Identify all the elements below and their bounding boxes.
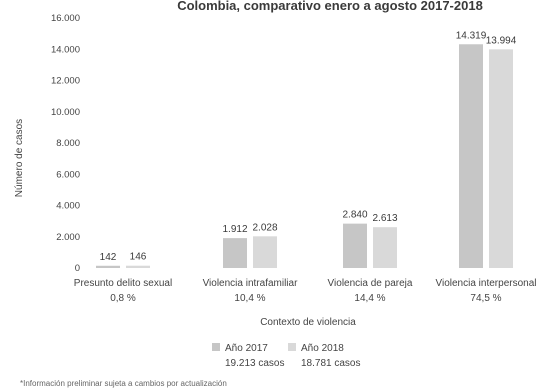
bar-2018 <box>489 49 513 268</box>
legend-total: 18.781 casos <box>301 358 361 369</box>
data-label: 14.319 <box>456 30 487 41</box>
data-label: 13.994 <box>486 35 517 46</box>
x-axis-label: Contexto de violencia <box>260 317 356 328</box>
bar-2018 <box>253 236 277 268</box>
legend-total: 19.213 casos <box>225 358 285 369</box>
chart-title: Colombia, comparativo enero a agosto 201… <box>177 0 483 13</box>
y-tick-label: 0 <box>75 263 80 274</box>
category-label: Violencia interpersonal <box>436 278 537 289</box>
bar-2017 <box>96 265 120 268</box>
y-tick-label: 8.000 <box>56 138 80 149</box>
category-percent: 0,8 % <box>110 293 136 304</box>
y-tick-label: 4.000 <box>56 201 80 212</box>
bar-2018 <box>373 227 397 268</box>
y-tick-label: 2.000 <box>56 232 80 243</box>
data-label: 2.840 <box>342 210 367 221</box>
category-label: Violencia de pareja <box>328 278 413 289</box>
category-label: Violencia intrafamiliar <box>203 278 299 289</box>
category-label: Presunto delito sexual <box>74 278 172 289</box>
data-label: 2.028 <box>252 222 277 233</box>
y-tick-label: 12.000 <box>51 76 80 87</box>
data-label: 142 <box>100 252 117 263</box>
legend-swatch <box>212 343 220 351</box>
bar-2017 <box>343 223 367 268</box>
legend-swatch <box>288 343 296 351</box>
legend-label: Año 2018 <box>301 343 344 354</box>
legend-label: Año 2017 <box>225 343 268 354</box>
footnote: *Información preliminar sujeta a cambios… <box>20 379 227 388</box>
y-tick-label: 14.000 <box>51 44 80 55</box>
y-tick-label: 16.000 <box>51 13 80 24</box>
bar-2017 <box>223 238 247 268</box>
y-tick-label: 10.000 <box>51 107 80 118</box>
category-percent: 10,4 % <box>234 293 265 304</box>
y-tick-label: 6.000 <box>56 169 80 180</box>
data-label: 2.613 <box>372 213 397 224</box>
data-label: 146 <box>130 252 147 263</box>
bar-2017 <box>459 44 483 268</box>
y-axis-label: Número de casos <box>14 119 25 197</box>
data-label: 1.912 <box>222 224 247 235</box>
bar-2018 <box>126 265 150 268</box>
category-percent: 74,5 % <box>470 293 501 304</box>
category-percent: 14,4 % <box>354 293 385 304</box>
